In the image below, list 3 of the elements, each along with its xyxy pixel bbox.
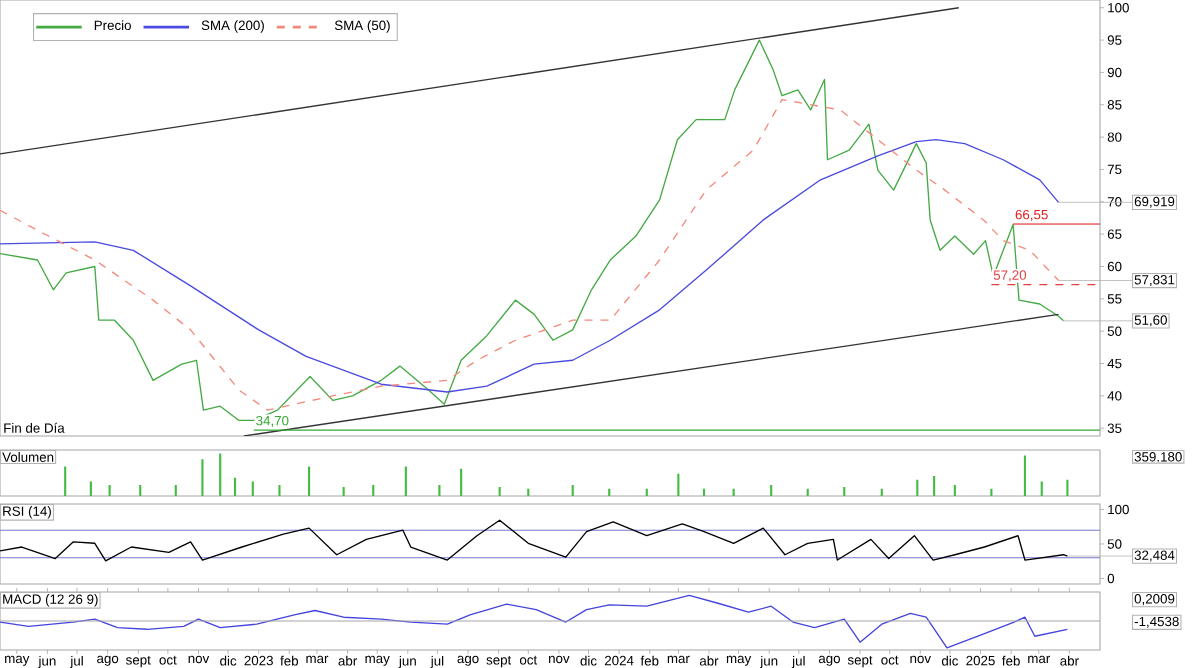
line-series [0,519,1069,562]
line-series [0,98,1060,411]
line-series [0,139,1060,393]
